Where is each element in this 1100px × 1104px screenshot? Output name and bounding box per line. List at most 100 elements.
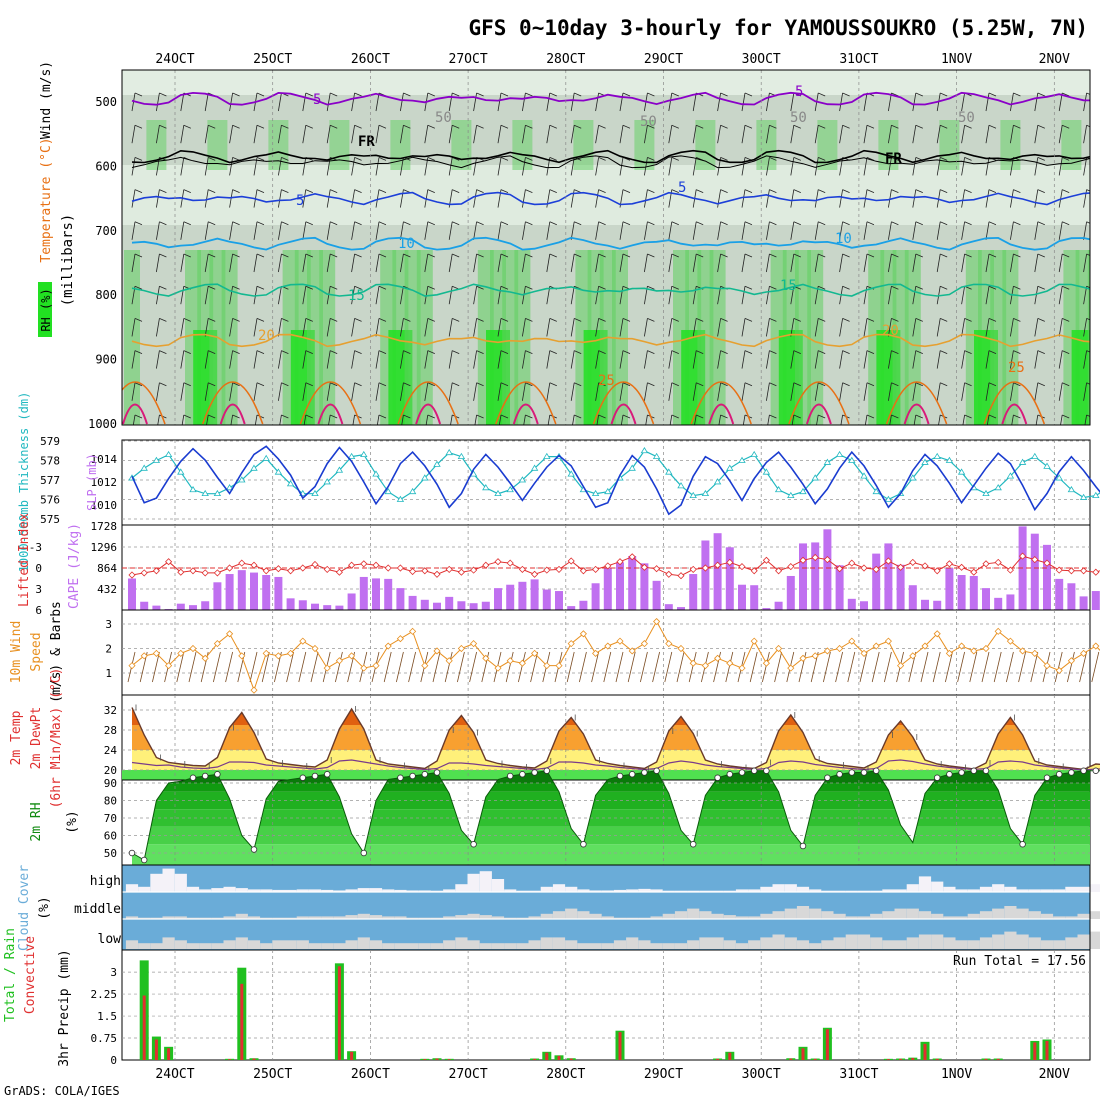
cloud-cover-bar [1053, 889, 1066, 892]
cloud-cover-bar [1016, 889, 1029, 892]
upper-wind-barb-flag [183, 124, 191, 129]
upper-wind-barb [717, 350, 721, 369]
upper-wind-barb [156, 125, 160, 144]
precip-conv-bar [447, 1059, 451, 1060]
upper-wind-barb-flag [476, 253, 484, 258]
upper-wind-barb-flag [964, 253, 972, 258]
cape-bar [774, 601, 783, 610]
cloud-background [122, 865, 1090, 950]
wind10m-marker [213, 640, 221, 648]
upper-wind-barb-flag [598, 414, 606, 419]
lifted-index-marker [775, 567, 783, 575]
cloud-cover-bar [1065, 937, 1078, 949]
wind10m-barb [1006, 651, 1014, 683]
upper-wind-barb [570, 382, 575, 401]
lifted-index-marker [543, 566, 551, 574]
cape-bar [591, 583, 600, 610]
upper-wind-barb-flag [183, 382, 191, 387]
upper-wind-barb [936, 382, 941, 401]
cape-bar [201, 601, 210, 610]
thickness-marker [262, 454, 270, 461]
wind10m-barb [1054, 651, 1063, 683]
upper-wind-barb [328, 414, 331, 425]
upper-wind-barb [473, 350, 477, 369]
cloud-cover-bar [674, 890, 688, 892]
upper-wind-barb [692, 382, 697, 401]
rh-moist-cell [307, 250, 323, 425]
upper-wind-barb [278, 189, 282, 208]
upper-wind-barb-flag [671, 157, 679, 161]
cape-bar [359, 576, 368, 610]
upper-wind-barb [278, 125, 282, 144]
cloud-cover-bar [369, 940, 383, 949]
upper-wind-barb [595, 189, 599, 208]
upper-wind-barb-flag [1037, 157, 1045, 161]
upper-wind-barb [863, 318, 868, 337]
upper-wind-barb [400, 253, 404, 273]
upper-wind-barb-flag [574, 253, 582, 258]
upper-wind-barb-flag [940, 350, 948, 354]
pressure-axis-label: (millibars) [60, 214, 76, 307]
thickness-marker [323, 478, 331, 485]
upper-wind-barb-flag [1062, 221, 1070, 226]
thickness-marker [811, 474, 819, 481]
wind10m-marker [701, 662, 709, 670]
rh2m-marker [824, 774, 831, 781]
upper-wind-barb-flag [403, 253, 411, 258]
upper-wind-barb-flag [378, 221, 387, 226]
rh2m-tick-label: 60 [104, 830, 117, 843]
rh-moist-cell [817, 120, 838, 170]
thickness-marker [933, 452, 941, 459]
upper-wind-barb-flag [842, 285, 850, 290]
upper-wind-barb [473, 189, 477, 208]
upper-wind-barb-flag [500, 285, 509, 290]
cloud-cover-bar [479, 915, 492, 919]
contour-label: 10 [398, 236, 415, 252]
rh-moist-cell [573, 120, 594, 170]
upper-wind-barb-flag [1062, 189, 1070, 193]
wind10m-marker [1019, 647, 1027, 655]
cloud-cover-bar [784, 884, 797, 892]
wind10m-barb [310, 651, 319, 683]
isotherm-line [131, 149, 1090, 164]
rh-moist-cell [695, 120, 716, 170]
upper-wind-barb-flag [378, 414, 387, 419]
thickness-marker [921, 458, 929, 465]
contour-label: 5 [313, 92, 321, 108]
wind10m-barb [457, 651, 465, 683]
upper-wind-barb-flag [1062, 350, 1070, 354]
upper-wind-barb-flag [1086, 124, 1090, 128]
thickness-marker [774, 485, 783, 493]
wind10m-marker [250, 686, 258, 694]
lifted-index-marker [421, 567, 429, 575]
bottom-date-label: 1NOV [941, 1067, 972, 1082]
upper-wind-barb [888, 253, 892, 273]
upper-wind-barb [595, 286, 599, 305]
upper-wind-barb [766, 189, 770, 208]
upper-wind-barb [619, 92, 624, 112]
contour-label: 5 [678, 180, 686, 196]
upper-wind-barb [473, 318, 477, 337]
cape-bar [1006, 594, 1015, 610]
upper-wind-barb [619, 286, 624, 305]
upper-wind-barb-flag [720, 221, 728, 226]
upper-wind-barb-flag [988, 253, 997, 258]
upper-wind-barb [351, 253, 355, 273]
upper-wind-barb [936, 221, 941, 240]
precip-conv-bar [789, 1058, 793, 1060]
upper-wind-barb-flag [549, 92, 557, 97]
upper-wind-barb [741, 286, 746, 305]
upper-wind-barb-flag [354, 157, 362, 161]
upper-wind-barb [814, 253, 819, 273]
upper-wind-barb-flag [330, 382, 338, 387]
thickness-marker [1018, 458, 1027, 465]
upper-wind-barb [278, 286, 282, 305]
upper-wind-barb [985, 221, 990, 240]
cloud-cover-bar [650, 916, 663, 919]
upper-wind-barb [229, 92, 233, 112]
cloud-cover-bar [857, 916, 871, 919]
pressure-tick-label: 500 [95, 95, 117, 109]
upper-wind-barb-flag [769, 157, 777, 161]
upper-wind-barb-flag [476, 382, 484, 387]
